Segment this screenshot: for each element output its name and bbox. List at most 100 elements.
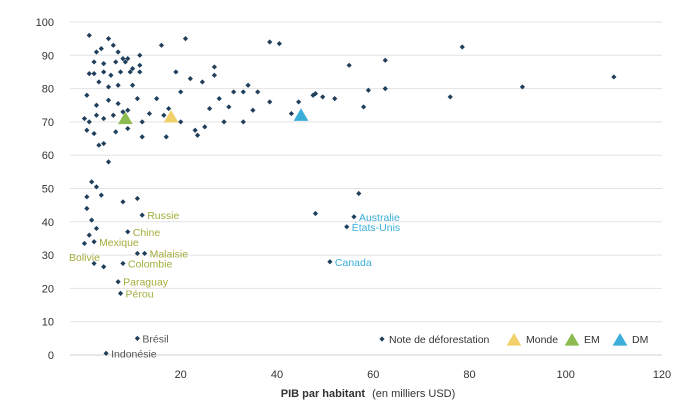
data-point xyxy=(120,199,126,205)
data-point xyxy=(122,59,128,65)
data-point xyxy=(382,86,388,92)
x-tick-label: 60 xyxy=(367,369,379,381)
data-point xyxy=(351,214,357,220)
data-point xyxy=(231,89,237,95)
data-point xyxy=(98,46,104,52)
data-point xyxy=(93,225,100,232)
data-point xyxy=(139,212,145,218)
data-point xyxy=(211,64,217,70)
data-point xyxy=(86,71,92,77)
data-point xyxy=(115,49,121,55)
data-point xyxy=(125,229,131,235)
data-point xyxy=(91,71,97,77)
legend-label: EM xyxy=(584,334,600,346)
data-point xyxy=(139,134,145,140)
marker-em xyxy=(117,111,133,125)
data-point xyxy=(382,57,388,63)
data-point xyxy=(101,140,107,147)
data-point xyxy=(178,89,184,95)
data-point xyxy=(312,210,319,217)
legend-label: DM xyxy=(632,334,648,346)
data-point xyxy=(81,115,88,122)
data-point xyxy=(312,90,319,97)
data-point xyxy=(139,119,145,125)
data-point xyxy=(240,89,246,95)
data-point xyxy=(105,84,112,90)
x-axis-ticks: 20 40 60 80 100 120 xyxy=(175,369,672,381)
data-point xyxy=(81,240,88,247)
legend-marker xyxy=(379,336,385,342)
gridlines xyxy=(70,21,662,356)
data-point xyxy=(255,89,261,95)
data-point xyxy=(459,44,465,50)
data-point xyxy=(146,110,153,117)
data-point xyxy=(192,127,198,133)
y-tick-label: 100 xyxy=(36,17,54,29)
y-tick-label: 60 xyxy=(42,150,54,162)
legend-label: Note de déforestation xyxy=(389,334,490,346)
x-tick-label: 40 xyxy=(271,369,283,381)
annotation-label: Canada xyxy=(335,257,372,269)
data-point xyxy=(115,100,121,107)
data-point xyxy=(84,92,90,98)
data-point xyxy=(93,49,100,55)
legend-marker xyxy=(506,333,522,346)
data-point xyxy=(356,190,362,197)
annotation-label: États-Unis xyxy=(352,221,400,234)
annotation-label: Pérou xyxy=(126,288,154,300)
data-point xyxy=(267,39,273,45)
legend: Note de déforestation Monde EM DM xyxy=(379,333,648,346)
data-point xyxy=(84,205,90,212)
data-point xyxy=(115,279,121,285)
data-point xyxy=(296,99,302,105)
data-point xyxy=(125,107,131,113)
y-tick-label: 40 xyxy=(42,217,54,229)
y-tick-label: 80 xyxy=(42,84,54,96)
annotation-label: Chine xyxy=(133,227,161,239)
marker-dm xyxy=(293,108,309,121)
data-point xyxy=(276,41,282,47)
data-point xyxy=(89,179,95,185)
data-point xyxy=(113,59,119,65)
data-point xyxy=(187,76,193,82)
data-point xyxy=(96,142,102,148)
data-point xyxy=(134,195,140,202)
data-point xyxy=(327,259,333,265)
data-point xyxy=(161,112,167,118)
data-point xyxy=(134,335,140,341)
y-axis-ticks: 0 10 20 30 40 50 60 70 80 90 100 xyxy=(36,17,54,362)
data-point xyxy=(182,36,189,42)
data-point xyxy=(115,82,121,88)
x-tick-label: 20 xyxy=(175,369,187,381)
data-point xyxy=(365,87,372,93)
legend-marker xyxy=(564,333,580,346)
data-point xyxy=(103,350,109,356)
data-point xyxy=(91,130,97,137)
data-point xyxy=(110,42,116,48)
data-point xyxy=(91,59,97,65)
data-point xyxy=(216,95,222,102)
data-point xyxy=(129,66,136,72)
annotation-label: Mexique xyxy=(99,237,139,249)
annotation-label: Russie xyxy=(147,210,179,222)
data-point xyxy=(519,84,526,90)
annotation-label: Indonésie xyxy=(111,348,157,360)
data-point xyxy=(310,92,316,98)
annotation-label: Australie xyxy=(359,212,400,224)
data-point xyxy=(93,112,100,118)
data-point xyxy=(84,127,90,133)
data-point xyxy=(125,125,131,132)
x-tick-label: 100 xyxy=(557,369,575,381)
x-tick-label: 80 xyxy=(463,369,475,381)
data-point xyxy=(137,69,143,75)
data-point xyxy=(105,36,112,42)
data-points xyxy=(81,32,617,356)
annotation-label: Bolivie xyxy=(69,252,100,264)
annotation-label: Malaisie xyxy=(150,248,189,260)
data-point xyxy=(221,119,227,125)
data-point xyxy=(105,159,112,165)
data-point xyxy=(154,95,160,102)
data-point xyxy=(113,129,119,135)
y-tick-label: 0 xyxy=(48,350,54,362)
